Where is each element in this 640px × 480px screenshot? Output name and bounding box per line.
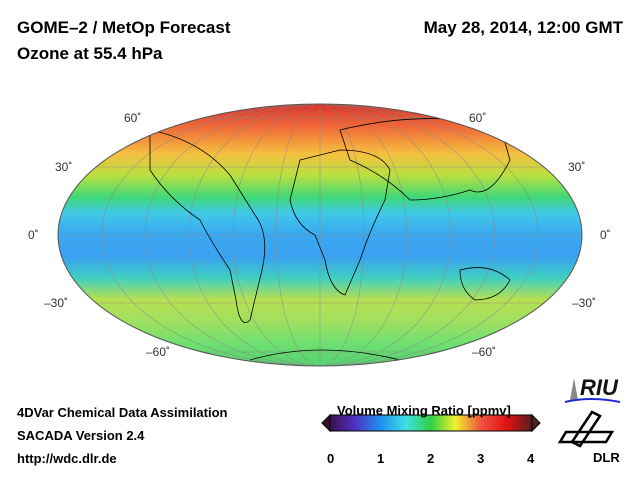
- colorbar-tick-0: 0: [327, 451, 335, 466]
- colorbar-tick-2: 2: [427, 451, 435, 466]
- lat-label-left-m60: –60˚: [146, 345, 171, 359]
- colorbar-tick-1: 1: [377, 451, 385, 466]
- datetime: May 28, 2014, 12:00 GMT: [423, 18, 623, 37]
- lat-label-left-m30: –30˚: [44, 296, 69, 310]
- riu-logo: [564, 378, 621, 403]
- footer-line2: SACADA Version 2.4: [17, 428, 145, 443]
- lat-label-right-m60: –60˚: [472, 345, 497, 359]
- colorbar-tick-3: 3: [477, 451, 485, 466]
- lat-label-left-60: 60˚: [124, 111, 142, 125]
- lat-label-left-0: 0˚: [28, 228, 39, 242]
- title: GOME–2 / MetOp Forecast: [17, 18, 231, 37]
- colorbar: [321, 413, 541, 433]
- colorbar-tick-4: 4: [527, 451, 535, 466]
- footer-url[interactable]: http://wdc.dlr.de: [17, 451, 117, 466]
- coastlines: [149, 118, 511, 361]
- lat-label-right-60: 60˚: [469, 111, 487, 125]
- riu-logo-text: RIU: [580, 375, 618, 400]
- lat-label-right-m30: –30˚: [572, 296, 597, 310]
- footer-line1: 4DVar Chemical Data Assimilation: [17, 405, 228, 420]
- subtitle: Ozone at 55.4 hPa: [17, 44, 163, 63]
- dlr-logo-text: DLR: [593, 450, 620, 465]
- colorbar-gradient: [329, 414, 533, 432]
- lat-label-right-30: 30˚: [568, 160, 586, 174]
- colorbar-title: Volume Mixing Ratio [ppmv]: [337, 403, 511, 418]
- colorbar-max-arrow: [531, 413, 541, 433]
- colorbar-min-arrow: [321, 413, 331, 433]
- lat-label-right-0: 0˚: [600, 228, 611, 242]
- dlr-logo: [557, 410, 615, 448]
- lat-label-left-30: 30˚: [55, 160, 73, 174]
